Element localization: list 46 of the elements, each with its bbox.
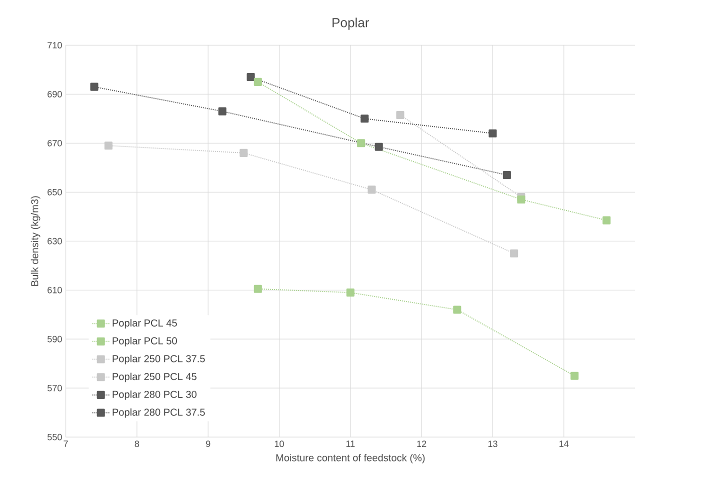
legend-label: Poplar 250 PCL 37.5 bbox=[112, 354, 205, 364]
point bbox=[374, 142, 383, 151]
x-tick-label: 14 bbox=[560, 440, 569, 447]
legend-label: Poplar PCL 50 bbox=[112, 337, 177, 346]
point bbox=[360, 114, 369, 123]
point bbox=[570, 372, 579, 380]
point bbox=[488, 129, 497, 138]
y-tick-label: 710 bbox=[48, 42, 62, 48]
point bbox=[246, 73, 255, 82]
x-tick-label: 11 bbox=[346, 440, 355, 447]
point bbox=[502, 170, 511, 180]
point bbox=[357, 139, 366, 148]
point bbox=[240, 148, 248, 157]
x-tick-label: 13 bbox=[488, 440, 498, 448]
point bbox=[510, 249, 518, 258]
y-tick-label: 570 bbox=[48, 384, 62, 392]
x-tick-label: 9 bbox=[206, 440, 210, 448]
y-tick-label: 650 bbox=[48, 188, 62, 196]
x-tick-label: 8 bbox=[134, 440, 140, 448]
x-tick-label: 10 bbox=[274, 440, 284, 448]
y-tick-label: 610 bbox=[48, 286, 62, 294]
point bbox=[517, 195, 526, 204]
y-tick-label: 550 bbox=[48, 434, 62, 440]
x-tick-label: 7 bbox=[64, 440, 68, 447]
point bbox=[90, 82, 98, 91]
point bbox=[254, 78, 262, 86]
point bbox=[453, 306, 462, 314]
y-tick-label: 670 bbox=[48, 140, 62, 146]
point bbox=[218, 107, 226, 116]
point bbox=[396, 110, 404, 120]
x-axis-title: Moisture content of feedstock (%) bbox=[276, 454, 425, 464]
point bbox=[368, 186, 376, 194]
y-tick-label: 590 bbox=[48, 336, 62, 342]
point bbox=[254, 284, 262, 293]
y-tick-label: 630 bbox=[48, 238, 62, 244]
legend-label: Poplar 280 PCL 30 bbox=[112, 390, 196, 400]
point bbox=[104, 142, 113, 150]
legend-label: Poplar 280 PCL 37.5 bbox=[112, 408, 205, 418]
point bbox=[346, 288, 354, 297]
legend-label: Poplar 250 PCL 45 bbox=[112, 372, 196, 382]
y-tick-label: 690 bbox=[48, 90, 62, 98]
legend-label: Poplar PCL 45 bbox=[112, 319, 177, 329]
chart-title: Poplar bbox=[332, 18, 370, 30]
x-tick-label: 12 bbox=[417, 440, 426, 447]
point bbox=[602, 216, 611, 224]
y-axis-title: Bulk density (kg/m3) bbox=[30, 196, 40, 286]
